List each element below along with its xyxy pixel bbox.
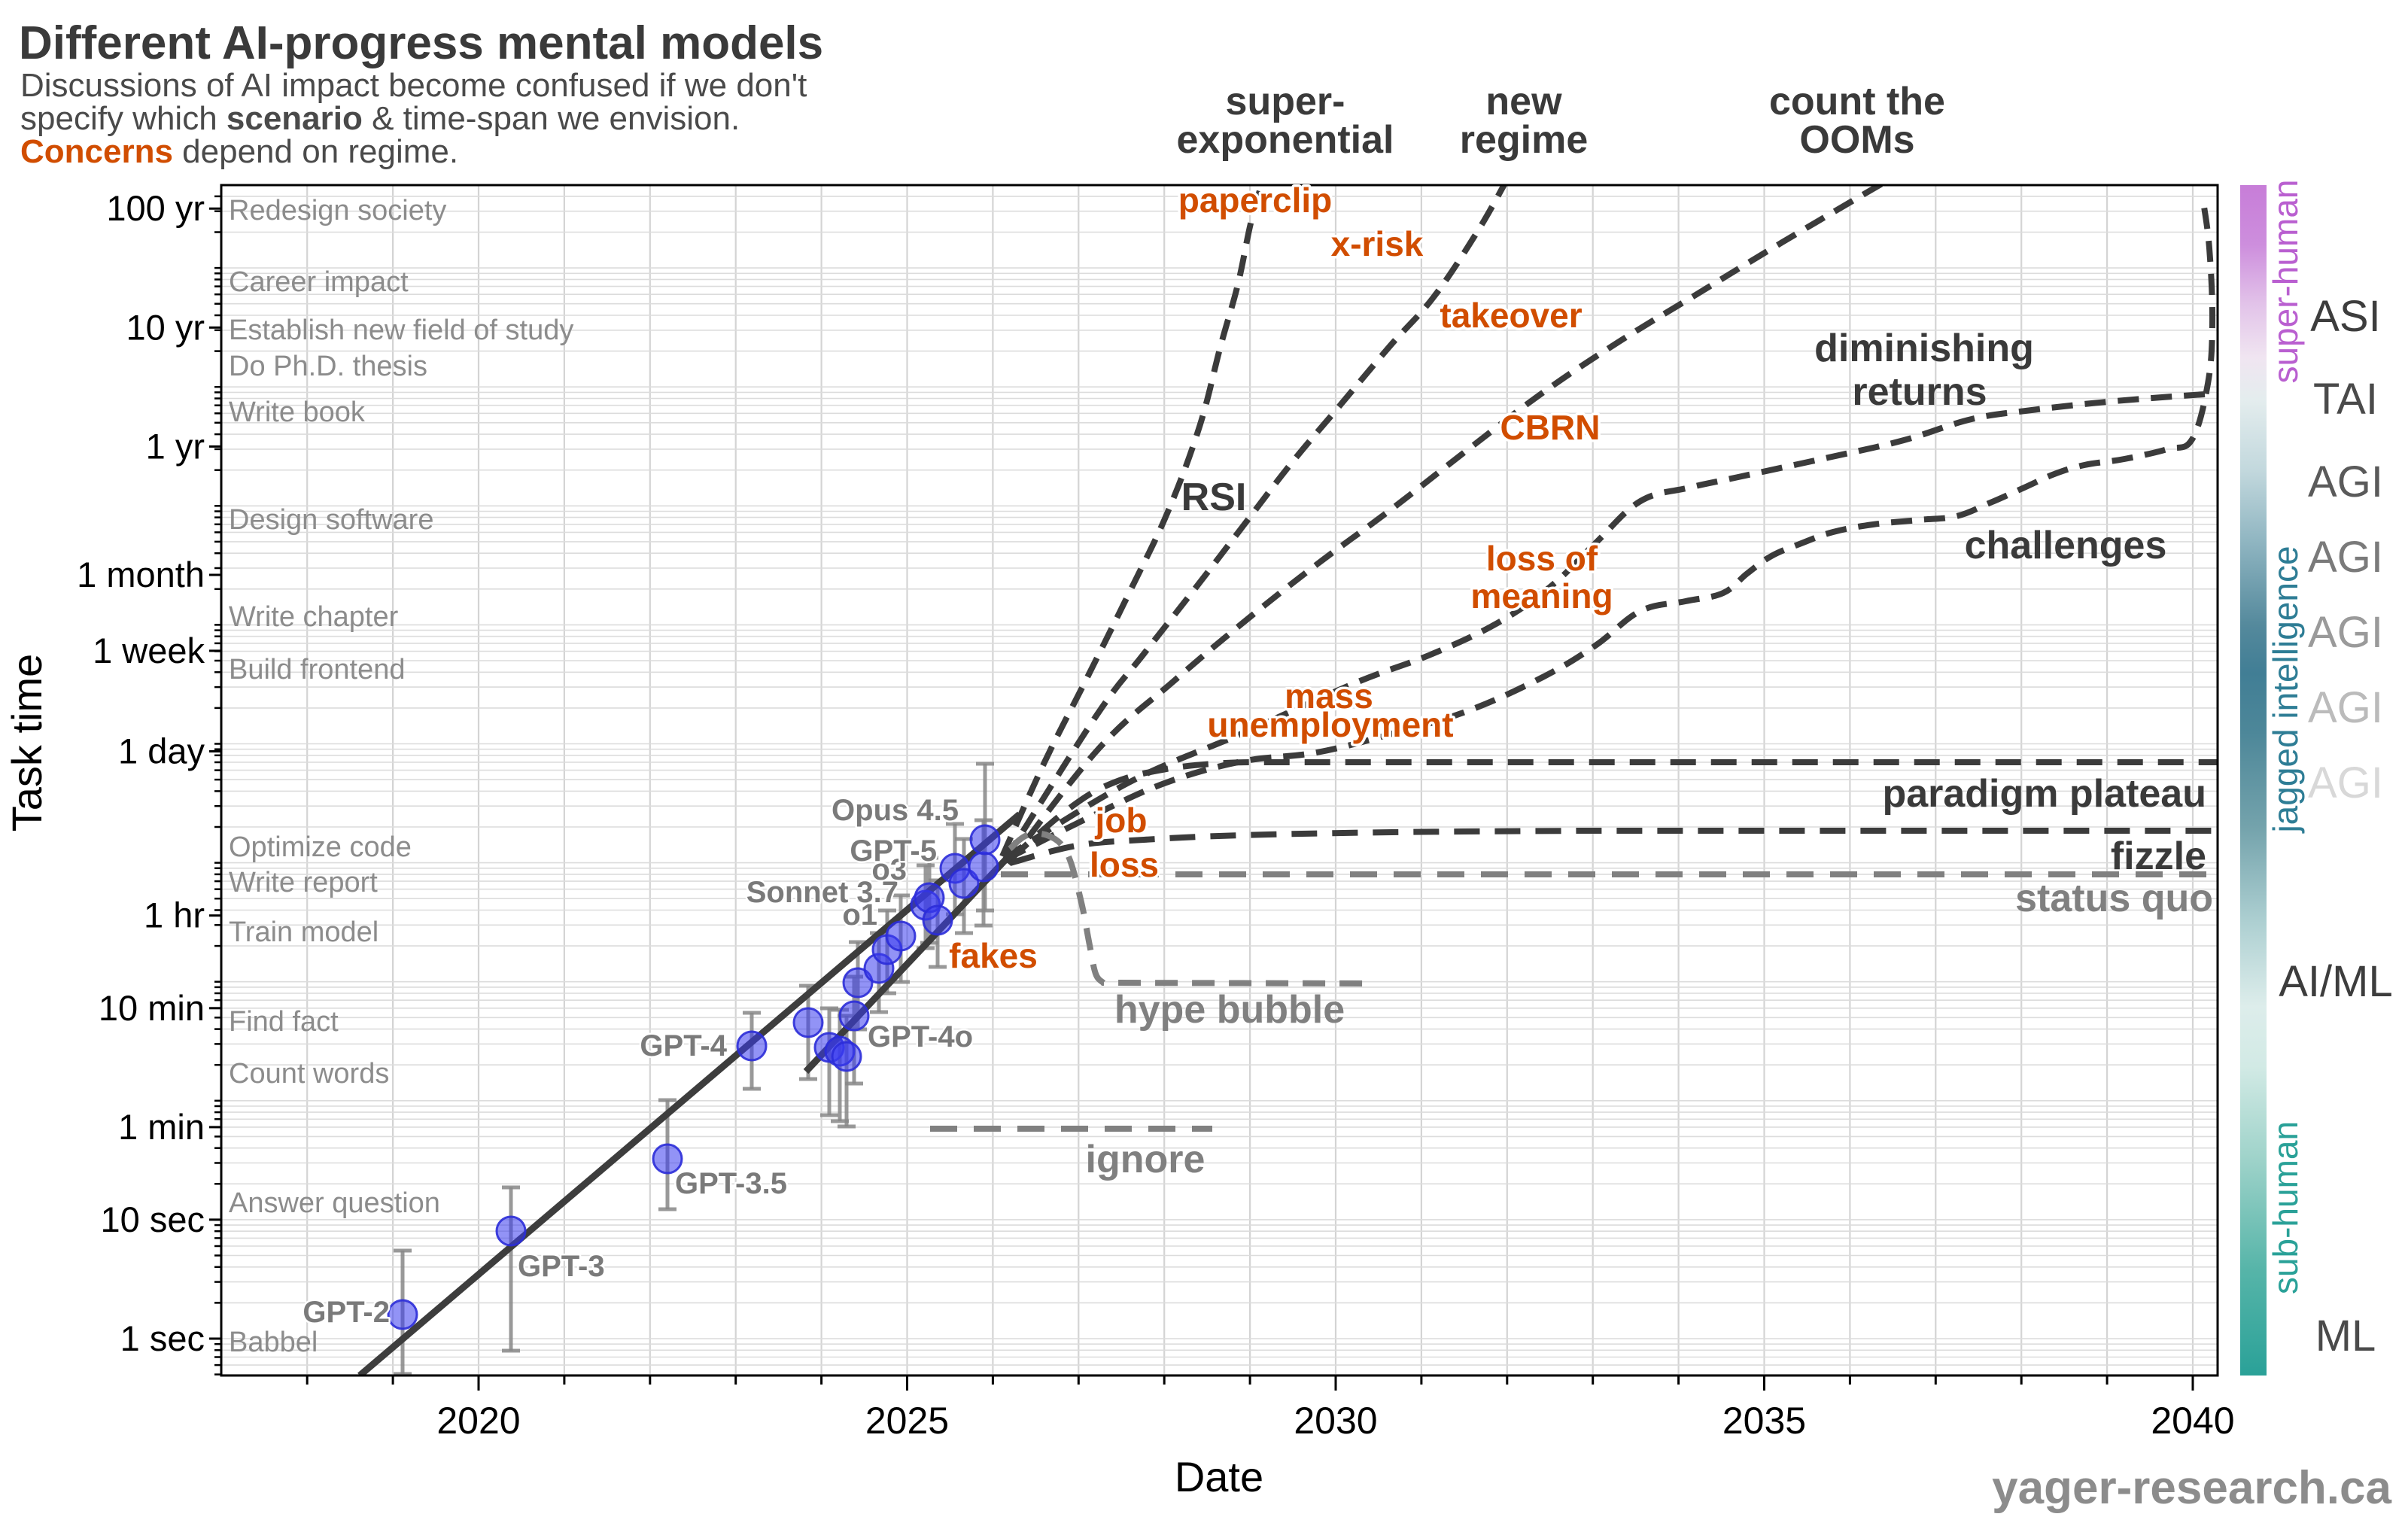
svg-text:ASI: ASI bbox=[2310, 292, 2381, 341]
svg-text:returns: returns bbox=[1852, 370, 1987, 414]
svg-text:ML: ML bbox=[2315, 1312, 2376, 1360]
svg-text:mass: mass bbox=[1285, 676, 1373, 716]
svg-text:fakes: fakes bbox=[949, 936, 1038, 975]
svg-text:Answer question: Answer question bbox=[229, 1187, 440, 1219]
svg-text:specify which scenario & time-: specify which scenario & time-span we en… bbox=[20, 100, 740, 137]
svg-text:Task time: Task time bbox=[3, 654, 50, 832]
svg-text:Write chapter: Write chapter bbox=[229, 601, 399, 633]
svg-text:Optimize code: Optimize code bbox=[229, 831, 412, 863]
svg-text:GPT-4o: GPT-4o bbox=[868, 1020, 973, 1053]
svg-text:TAI: TAI bbox=[2313, 375, 2378, 424]
svg-text:100 yr: 100 yr bbox=[106, 188, 205, 228]
svg-text:GPT-4: GPT-4 bbox=[640, 1029, 727, 1062]
svg-text:paperclip: paperclip bbox=[1178, 181, 1333, 220]
svg-text:2025: 2025 bbox=[865, 1400, 949, 1442]
svg-text:super-: super- bbox=[1226, 80, 1345, 123]
svg-text:2040: 2040 bbox=[2151, 1400, 2234, 1442]
svg-text:count the: count the bbox=[1769, 80, 1945, 123]
svg-text:1 week: 1 week bbox=[93, 631, 205, 670]
svg-text:challenges: challenges bbox=[1965, 524, 2167, 567]
svg-text:Date: Date bbox=[1175, 1453, 1263, 1500]
svg-text:Count words: Count words bbox=[229, 1058, 389, 1090]
svg-text:loss of: loss of bbox=[1486, 539, 1598, 578]
svg-text:1 day: 1 day bbox=[118, 731, 205, 771]
svg-text:ignore: ignore bbox=[1086, 1138, 1206, 1181]
svg-text:AGI: AGI bbox=[2308, 533, 2383, 582]
svg-text:Design software: Design software bbox=[229, 504, 433, 536]
svg-text:job: job bbox=[1095, 801, 1148, 840]
svg-text:Concerns depend on regime.: Concerns depend on regime. bbox=[20, 133, 458, 170]
svg-text:Write report: Write report bbox=[229, 867, 378, 898]
svg-text:Build frontend: Build frontend bbox=[229, 654, 406, 685]
svg-text:Find fact: Find fact bbox=[229, 1006, 339, 1038]
svg-text:2030: 2030 bbox=[1294, 1400, 1377, 1442]
svg-text:GPT-3.5: GPT-3.5 bbox=[675, 1167, 787, 1200]
svg-text:1 yr: 1 yr bbox=[146, 426, 205, 466]
svg-text:Discussions of AI impact becom: Discussions of AI impact become confused… bbox=[20, 67, 807, 104]
svg-text:x-risk: x-risk bbox=[1331, 224, 1424, 263]
svg-text:1 hr: 1 hr bbox=[144, 895, 205, 935]
svg-text:Do Ph.D. thesis: Do Ph.D. thesis bbox=[229, 351, 427, 382]
svg-text:sub-human: sub-human bbox=[2266, 1121, 2305, 1294]
svg-text:fizzle: fizzle bbox=[2111, 834, 2206, 878]
svg-text:Train model: Train model bbox=[229, 917, 379, 948]
svg-text:yager-research.ca: yager-research.ca bbox=[1992, 1462, 2391, 1514]
svg-text:RSI: RSI bbox=[1181, 476, 1247, 519]
svg-text:AGI: AGI bbox=[2308, 758, 2383, 807]
svg-text:10 sec: 10 sec bbox=[101, 1199, 205, 1239]
svg-text:o1: o1 bbox=[842, 898, 877, 932]
svg-text:hype bubble: hype bubble bbox=[1114, 988, 1345, 1032]
svg-text:GPT-3: GPT-3 bbox=[518, 1250, 605, 1283]
svg-text:Sonnet 3.7: Sonnet 3.7 bbox=[746, 876, 898, 909]
svg-text:AGI: AGI bbox=[2308, 608, 2383, 657]
svg-text:Babbel: Babbel bbox=[229, 1327, 318, 1358]
svg-text:unemployment: unemployment bbox=[1207, 705, 1453, 744]
svg-text:1 month: 1 month bbox=[77, 555, 205, 594]
svg-text:o3: o3 bbox=[871, 853, 907, 886]
svg-text:takeover: takeover bbox=[1440, 296, 1582, 335]
svg-text:AI/ML: AI/ML bbox=[2279, 957, 2393, 1006]
svg-text:diminishing: diminishing bbox=[1814, 327, 2034, 370]
svg-text:loss: loss bbox=[1090, 845, 1159, 884]
svg-text:paradigm plateau: paradigm plateau bbox=[1882, 772, 2206, 816]
svg-text:AGI: AGI bbox=[2308, 457, 2383, 506]
svg-text:2035: 2035 bbox=[1722, 1400, 1806, 1442]
svg-text:1 min: 1 min bbox=[118, 1107, 205, 1147]
svg-text:Different AI-progress mental m: Different AI-progress mental models bbox=[19, 17, 823, 69]
svg-text:status quo: status quo bbox=[2015, 877, 2213, 920]
svg-text:new: new bbox=[1485, 80, 1562, 123]
svg-text:exponential: exponential bbox=[1177, 118, 1394, 162]
svg-text:AGI: AGI bbox=[2308, 683, 2383, 732]
svg-text:super-human: super-human bbox=[2266, 179, 2305, 383]
svg-text:2020: 2020 bbox=[436, 1400, 520, 1442]
svg-text:Write book: Write book bbox=[229, 397, 366, 428]
svg-text:OOMs: OOMs bbox=[1799, 118, 1914, 162]
svg-text:regime: regime bbox=[1460, 118, 1589, 162]
svg-text:10 yr: 10 yr bbox=[126, 307, 205, 347]
svg-text:Redesign society: Redesign society bbox=[229, 195, 446, 226]
svg-text:Career impact: Career impact bbox=[229, 266, 409, 298]
svg-text:Establish new field of study: Establish new field of study bbox=[229, 315, 573, 346]
svg-text:GPT-5: GPT-5 bbox=[850, 834, 937, 868]
svg-text:GPT-2: GPT-2 bbox=[303, 1296, 390, 1329]
svg-text:Opus 4.5: Opus 4.5 bbox=[832, 794, 959, 827]
svg-text:meaning: meaning bbox=[1470, 576, 1613, 616]
svg-text:jagged intelligence: jagged intelligence bbox=[2266, 546, 2305, 834]
svg-text:CBRN: CBRN bbox=[1500, 408, 1601, 447]
svg-text:1 sec: 1 sec bbox=[120, 1318, 205, 1358]
svg-text:10 min: 10 min bbox=[99, 988, 205, 1028]
